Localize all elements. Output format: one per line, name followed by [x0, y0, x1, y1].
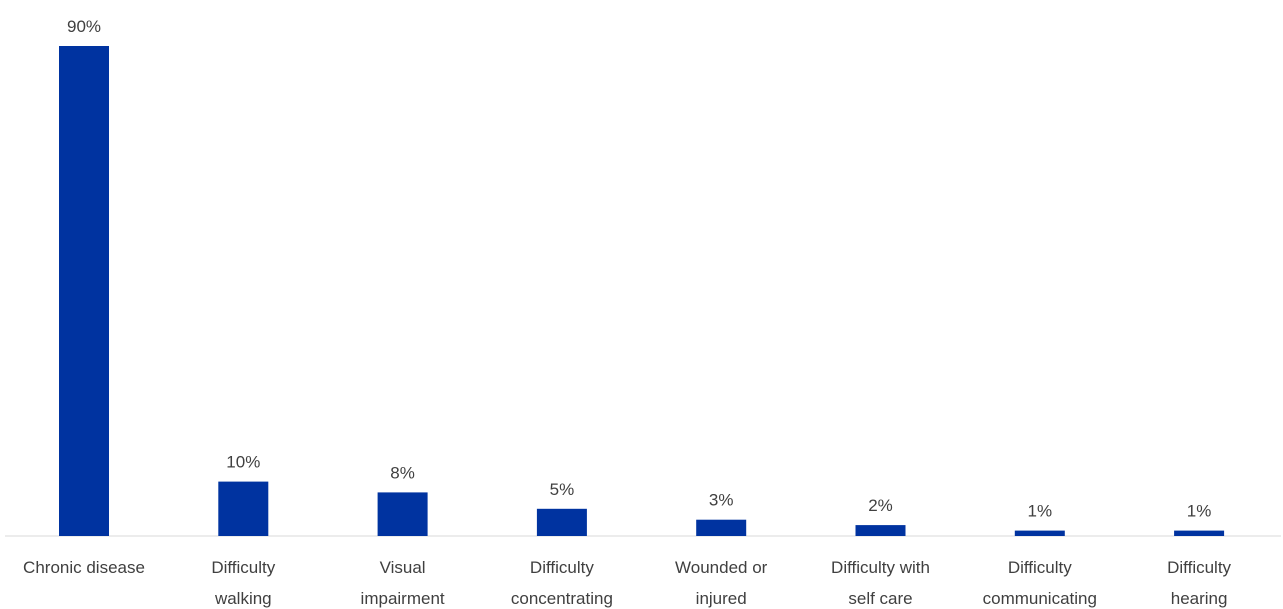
category-label: Difficulty concentrating [511, 558, 613, 608]
category-label-line: impairment [361, 589, 445, 608]
bar [536, 508, 587, 536]
bar [1014, 530, 1065, 536]
category-label-line: Visual [380, 558, 426, 577]
category-label: Visual impairment [361, 558, 445, 608]
category-label-line: Difficulty with [831, 558, 930, 577]
category-label-line: Difficulty [1167, 558, 1231, 577]
category-label: Chronic disease [23, 558, 145, 577]
category-labels-group: Chronic disease Difficulty walking Visual im… [23, 558, 1232, 608]
category-label-line: Wounded or [675, 558, 768, 577]
category-label: Difficulty hearing [1167, 558, 1231, 608]
bar [855, 525, 906, 536]
category-label: Difficulty with self care [831, 558, 930, 608]
category-label: Difficulty communicating [983, 558, 1097, 608]
data-label: 1% [1187, 502, 1212, 521]
bar [377, 492, 428, 536]
data-label: 10% [226, 453, 260, 472]
data-label: 90% [67, 17, 101, 36]
data-label: 5% [550, 480, 575, 499]
bar [1174, 530, 1225, 536]
category-label-line: Difficulty [1008, 558, 1072, 577]
bar [59, 46, 109, 536]
value-labels-group: 90% 10% 8% 5% 3% 2% 1% 1% [67, 17, 1211, 521]
data-label: 2% [868, 496, 893, 515]
category-label-line: Difficulty [211, 558, 275, 577]
category-label-line: self care [848, 589, 912, 608]
category-label-line: communicating [983, 589, 1097, 608]
category-label-line: walking [214, 589, 272, 608]
data-label: 1% [1028, 502, 1053, 521]
category-label-line: Difficulty [530, 558, 594, 577]
bars-group [59, 46, 1225, 536]
category-label-line: Chronic disease [23, 558, 145, 577]
category-label-line: hearing [1171, 589, 1228, 608]
category-label-line: injured [696, 589, 747, 608]
bar [218, 481, 269, 536]
category-label: Wounded or injured [675, 558, 768, 608]
category-label: Difficulty walking [211, 558, 275, 608]
data-label: 8% [390, 463, 415, 482]
data-label: 3% [709, 491, 734, 510]
category-label-line: concentrating [511, 589, 613, 608]
bar [696, 519, 747, 536]
